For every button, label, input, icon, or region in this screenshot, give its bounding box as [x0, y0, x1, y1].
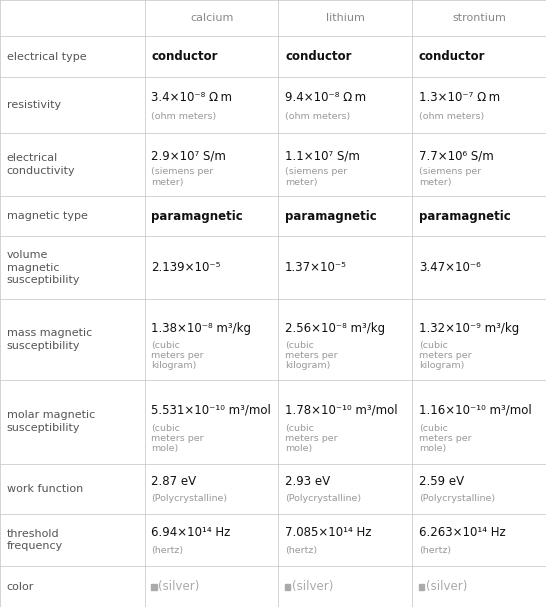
Text: (Polycrystalline): (Polycrystalline): [285, 494, 361, 503]
Text: 2.56×10⁻⁸ m³/kg: 2.56×10⁻⁸ m³/kg: [285, 322, 385, 334]
Text: lithium: lithium: [326, 13, 365, 23]
Text: threshold
frequency: threshold frequency: [7, 529, 63, 551]
Text: calcium: calcium: [190, 13, 233, 23]
Text: paramagnetic: paramagnetic: [151, 209, 243, 223]
Bar: [285, 584, 290, 591]
Text: (cubic
meters per
mole): (cubic meters per mole): [151, 424, 204, 453]
Text: 2.93 eV: 2.93 eV: [285, 475, 330, 488]
Text: magnetic type: magnetic type: [7, 211, 87, 221]
Text: (silver): (silver): [158, 580, 200, 593]
Text: 6.263×10¹⁴ Hz: 6.263×10¹⁴ Hz: [419, 526, 506, 540]
Text: 1.3×10⁻⁷ Ω m: 1.3×10⁻⁷ Ω m: [419, 90, 500, 104]
Text: (ohm meters): (ohm meters): [419, 112, 484, 121]
Text: (Polycrystalline): (Polycrystalline): [419, 494, 495, 503]
Text: (siemens per
meter): (siemens per meter): [419, 167, 481, 186]
Text: color: color: [7, 582, 34, 592]
Text: (hertz): (hertz): [151, 546, 183, 555]
Text: (hertz): (hertz): [419, 546, 451, 555]
Text: (cubic
meters per
kilogram): (cubic meters per kilogram): [419, 341, 471, 370]
Text: conductor: conductor: [285, 50, 352, 63]
Text: 2.139×10⁻⁵: 2.139×10⁻⁵: [151, 262, 221, 274]
Text: 6.94×10¹⁴ Hz: 6.94×10¹⁴ Hz: [151, 526, 230, 540]
Text: mass magnetic
susceptibility: mass magnetic susceptibility: [7, 328, 92, 351]
Text: 1.38×10⁻⁸ m³/kg: 1.38×10⁻⁸ m³/kg: [151, 322, 251, 334]
Text: (siemens per
meter): (siemens per meter): [285, 167, 347, 186]
Text: (silver): (silver): [426, 580, 467, 593]
Text: electrical
conductivity: electrical conductivity: [7, 153, 75, 175]
Text: electrical type: electrical type: [7, 52, 86, 62]
Text: (silver): (silver): [292, 580, 334, 593]
Text: paramagnetic: paramagnetic: [419, 209, 511, 223]
Text: 9.4×10⁻⁸ Ω m: 9.4×10⁻⁸ Ω m: [285, 90, 366, 104]
Text: (cubic
meters per
kilogram): (cubic meters per kilogram): [285, 341, 337, 370]
Text: 1.16×10⁻¹⁰ m³/mol: 1.16×10⁻¹⁰ m³/mol: [419, 404, 532, 416]
Text: resistivity: resistivity: [7, 100, 61, 110]
Text: strontium: strontium: [452, 13, 506, 23]
Text: molar magnetic
susceptibility: molar magnetic susceptibility: [7, 410, 95, 433]
Text: paramagnetic: paramagnetic: [285, 209, 377, 223]
Text: 7.085×10¹⁴ Hz: 7.085×10¹⁴ Hz: [285, 526, 371, 540]
Text: 2.9×10⁷ S/m: 2.9×10⁷ S/m: [151, 149, 226, 162]
Text: 3.47×10⁻⁶: 3.47×10⁻⁶: [419, 262, 480, 274]
Text: (cubic
meters per
mole): (cubic meters per mole): [419, 424, 471, 453]
Text: conductor: conductor: [419, 50, 485, 63]
Text: work function: work function: [7, 484, 83, 494]
Text: 1.32×10⁻⁹ m³/kg: 1.32×10⁻⁹ m³/kg: [419, 322, 519, 334]
Text: (cubic
meters per
kilogram): (cubic meters per kilogram): [151, 341, 204, 370]
Text: 1.78×10⁻¹⁰ m³/mol: 1.78×10⁻¹⁰ m³/mol: [285, 404, 397, 416]
Bar: [419, 584, 424, 591]
Text: (Polycrystalline): (Polycrystalline): [151, 494, 227, 503]
Text: 2.87 eV: 2.87 eV: [151, 475, 197, 488]
Text: (ohm meters): (ohm meters): [285, 112, 351, 121]
Bar: [151, 584, 157, 591]
Text: (hertz): (hertz): [285, 546, 317, 555]
Text: 5.531×10⁻¹⁰ m³/mol: 5.531×10⁻¹⁰ m³/mol: [151, 404, 271, 416]
Text: 1.1×10⁷ S/m: 1.1×10⁷ S/m: [285, 149, 360, 162]
Text: conductor: conductor: [151, 50, 218, 63]
Text: (cubic
meters per
mole): (cubic meters per mole): [285, 424, 337, 453]
Text: volume
magnetic
susceptibility: volume magnetic susceptibility: [7, 251, 80, 285]
Text: (ohm meters): (ohm meters): [151, 112, 217, 121]
Text: 7.7×10⁶ S/m: 7.7×10⁶ S/m: [419, 149, 494, 162]
Text: 2.59 eV: 2.59 eV: [419, 475, 464, 488]
Text: 1.37×10⁻⁵: 1.37×10⁻⁵: [285, 262, 347, 274]
Text: 3.4×10⁻⁸ Ω m: 3.4×10⁻⁸ Ω m: [151, 90, 232, 104]
Text: (siemens per
meter): (siemens per meter): [151, 167, 213, 186]
